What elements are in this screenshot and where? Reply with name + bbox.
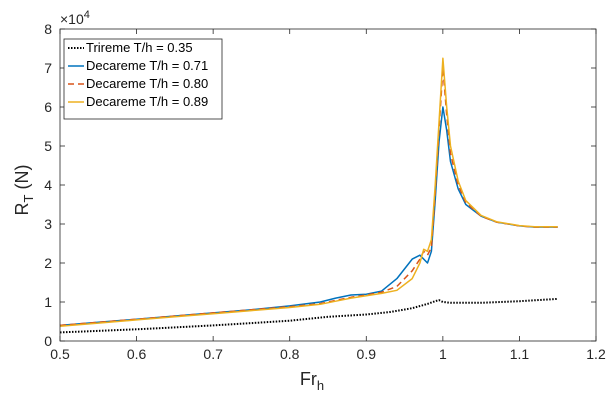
y-tick-label: 2: [44, 255, 52, 271]
legend-label: Decareme T/h = 0.80: [86, 76, 208, 91]
y-tick-label: 3: [44, 216, 52, 232]
x-tick-label: 0.5: [50, 346, 70, 362]
y-exponent-base: ×10: [60, 11, 84, 27]
y-exponent-power: 4: [84, 9, 90, 21]
x-tick-label: 0.9: [357, 346, 377, 362]
y-axis-label-unit: (N): [12, 165, 32, 195]
x-tick-label: 0.8: [280, 346, 300, 362]
y-axis-label: RT (N): [12, 165, 36, 216]
x-tick-label: 1.2: [586, 346, 606, 362]
plot-lines: [59, 57, 558, 334]
y-exponent-label: ×104: [60, 9, 90, 27]
x-axis-label-main: Fr: [300, 369, 317, 389]
legend-label: Decareme T/h = 0.89: [86, 94, 208, 109]
legend-box: [63, 38, 223, 120]
y-tick-label: 1: [44, 294, 52, 310]
series-line-2: [59, 106, 558, 327]
y-tick-label: 5: [44, 138, 52, 154]
series-line-1: [59, 297, 558, 334]
y-axis-label-main: R: [12, 202, 32, 215]
legend-label: Decareme T/h = 0.71: [86, 58, 208, 73]
legend-entries: Trireme T/h = 0.35 Decareme T/h = 0.71 Dec…: [68, 40, 208, 109]
legend: Trireme T/h = 0.35 Decareme T/h = 0.71 Dec…: [63, 38, 223, 120]
y-tick-label: 6: [44, 99, 52, 115]
series-line-4: [59, 57, 558, 327]
x-tick-label: 1: [439, 346, 447, 362]
axes: [59, 28, 597, 342]
y-axis-label-sub: T: [21, 194, 36, 202]
y-tick-label: 4: [44, 177, 52, 193]
y-tick-label: 0: [44, 333, 52, 349]
y-tick-label: 7: [44, 60, 52, 76]
y-tick-label: 8: [44, 21, 52, 37]
x-tick-label: 1.1: [510, 346, 530, 362]
x-tick-label: 0.6: [127, 346, 147, 362]
x-axis-label-sub: h: [317, 378, 324, 393]
y-tick-labels: 0 1 2 3 4 5 6 7 8: [44, 21, 52, 349]
x-axis-label: Frh: [300, 369, 324, 393]
x-tick-labels: 0.5 0.6 0.7 0.8 0.9 1 1.1 1.2: [50, 346, 606, 362]
legend-label: Trireme T/h = 0.35: [86, 40, 193, 55]
x-tick-label: 0.7: [203, 346, 223, 362]
